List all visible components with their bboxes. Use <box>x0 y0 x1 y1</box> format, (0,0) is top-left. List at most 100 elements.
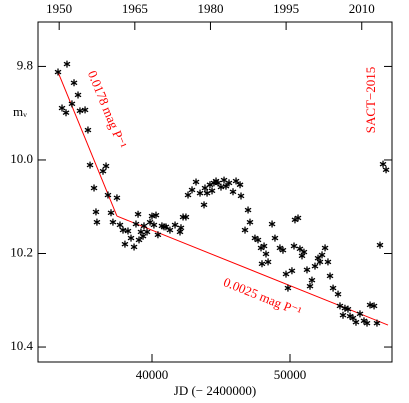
data-point <box>352 318 360 326</box>
fit-label: 0.0178 mag P⁻¹ <box>85 68 130 150</box>
data-point <box>166 226 174 234</box>
data-point <box>306 282 314 290</box>
data-point <box>104 191 112 199</box>
data-point <box>99 167 107 175</box>
y-tick-label: 9.8 <box>17 57 33 72</box>
data-point <box>135 236 143 244</box>
data-point <box>324 258 332 266</box>
data-point <box>363 319 371 327</box>
data-point <box>184 191 192 199</box>
data-point <box>148 212 156 220</box>
data-point <box>127 234 135 242</box>
data-point <box>229 188 237 196</box>
data-point <box>260 242 268 250</box>
data-point <box>326 272 334 280</box>
data-point <box>119 226 127 234</box>
data-point <box>62 109 70 117</box>
data-point <box>92 208 100 216</box>
data-point <box>236 181 244 189</box>
data-point <box>379 160 387 168</box>
annotation: SACT−2015 <box>363 67 378 134</box>
data-point <box>225 179 233 187</box>
data-point <box>376 241 384 249</box>
x-tick-label: 40000 <box>136 367 169 382</box>
data-point <box>121 240 129 248</box>
data-point <box>188 186 196 194</box>
data-point <box>196 189 204 197</box>
data-point <box>300 248 308 256</box>
data-point <box>271 234 279 242</box>
data-point <box>258 260 266 268</box>
data-point <box>336 302 344 310</box>
data-point <box>220 176 228 184</box>
y-tick-label: 10.4 <box>10 338 33 353</box>
data-point <box>321 244 329 252</box>
data-point <box>311 262 319 270</box>
data-point <box>339 311 347 319</box>
data-point <box>116 221 124 229</box>
data-point <box>349 314 357 322</box>
data-point <box>93 218 101 226</box>
data-point <box>284 284 292 292</box>
data-point <box>296 245 304 253</box>
data-point <box>86 161 94 169</box>
data-point <box>294 214 302 222</box>
data-point <box>222 182 230 190</box>
data-point <box>282 270 290 278</box>
data-point <box>132 220 140 228</box>
data-point <box>124 227 132 235</box>
data-point <box>208 187 216 195</box>
data-point <box>334 290 342 298</box>
data-point <box>162 223 170 231</box>
y-axis-label: mᵥ <box>13 104 27 119</box>
data-point <box>140 222 148 230</box>
data-point <box>254 236 262 244</box>
x2-tick-label: 2010 <box>349 1 375 16</box>
fit-label: 0.0025 mag P⁻¹ <box>221 274 303 319</box>
data-point <box>58 104 66 112</box>
data-point <box>308 276 316 284</box>
data-point <box>74 91 82 99</box>
data-point <box>177 224 185 232</box>
data-point <box>200 201 208 209</box>
data-point <box>370 302 378 310</box>
x-axis-label: JD (− 2400000) <box>174 383 256 398</box>
data-point <box>113 194 121 202</box>
data-point <box>303 266 311 274</box>
data-point <box>262 250 270 258</box>
data-point <box>68 100 76 108</box>
data-point <box>102 162 110 170</box>
data-point <box>76 107 84 115</box>
data-point <box>246 218 254 226</box>
data-point <box>329 284 337 292</box>
data-point <box>288 267 296 275</box>
data-point <box>109 218 117 226</box>
data-point <box>217 183 225 191</box>
data-point <box>366 301 374 309</box>
data-point <box>84 126 92 134</box>
data-point <box>139 232 147 240</box>
data-point <box>373 319 381 327</box>
data-point <box>107 209 115 217</box>
data-point <box>382 166 390 174</box>
data-point <box>182 213 190 221</box>
data-point <box>279 246 287 254</box>
data-point <box>316 258 324 266</box>
data-point <box>192 178 200 186</box>
data-point <box>232 177 240 185</box>
plot-frame <box>37 21 393 363</box>
data-point <box>54 68 62 76</box>
data-point <box>90 184 98 192</box>
y-tick-label: 10.0 <box>10 151 33 166</box>
data-point <box>214 179 222 187</box>
fit-line <box>57 71 118 217</box>
data-point <box>150 221 158 229</box>
data-point <box>81 106 89 114</box>
data-point <box>318 251 326 259</box>
x-tick-label: 50000 <box>274 367 307 382</box>
data-point <box>264 258 272 266</box>
data-point <box>290 242 298 250</box>
data-point <box>70 79 78 87</box>
data-point <box>63 60 71 68</box>
